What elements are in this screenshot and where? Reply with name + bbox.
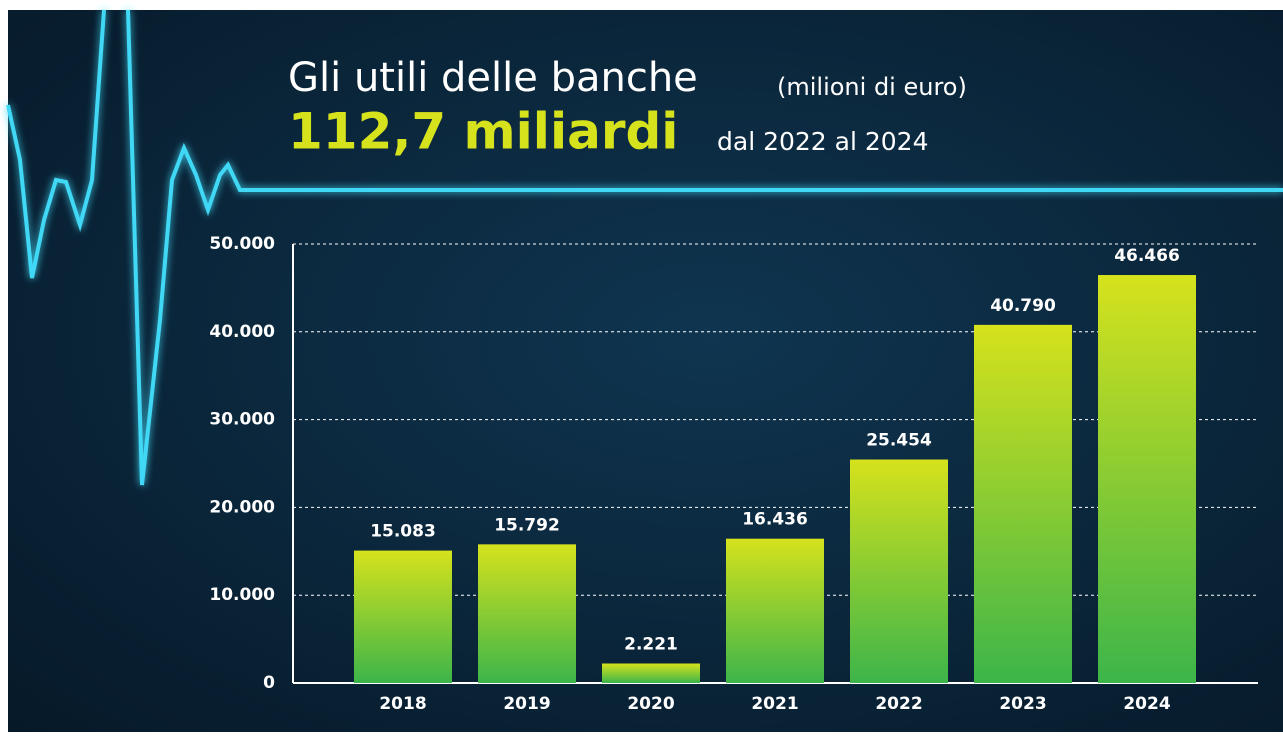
y-tick-label: 0 <box>263 673 275 693</box>
bar <box>726 538 824 683</box>
bar <box>354 550 452 683</box>
y-tick-label: 30.000 <box>209 410 275 430</box>
chart-subtitle: (milioni di euro) <box>777 73 967 101</box>
value-label: 40.790 <box>990 296 1056 316</box>
y-tick-label: 20.000 <box>209 497 275 517</box>
headline-note: dal 2022 al 2024 <box>717 127 929 156</box>
bar <box>974 324 1072 683</box>
x-tick-label: 2023 <box>999 694 1046 714</box>
x-tick-label: 2022 <box>875 694 922 714</box>
bar <box>602 663 700 683</box>
x-tick-label: 2021 <box>751 694 798 714</box>
x-tick-label: 2019 <box>503 694 550 714</box>
y-tick-label: 40.000 <box>209 322 275 342</box>
value-label: 46.466 <box>1114 246 1180 266</box>
heartbeat-line <box>6 9 1283 486</box>
bar <box>1098 275 1196 683</box>
y-tick-label: 10.000 <box>209 585 275 605</box>
x-tick-label: 2024 <box>1123 694 1170 714</box>
value-label: 15.083 <box>370 522 436 542</box>
x-tick-label: 2020 <box>627 694 674 714</box>
bar <box>478 544 576 683</box>
x-tick-label: 2018 <box>379 694 426 714</box>
y-tick-label: 50.000 <box>209 234 275 254</box>
value-label: 2.221 <box>624 634 678 654</box>
value-label: 15.792 <box>494 515 560 535</box>
value-label: 16.436 <box>742 510 808 530</box>
headline: 112,7 miliardi <box>288 103 678 161</box>
value-label: 25.454 <box>866 431 932 451</box>
bar <box>850 459 948 683</box>
chart-title: Gli utili delle banche <box>288 55 698 101</box>
